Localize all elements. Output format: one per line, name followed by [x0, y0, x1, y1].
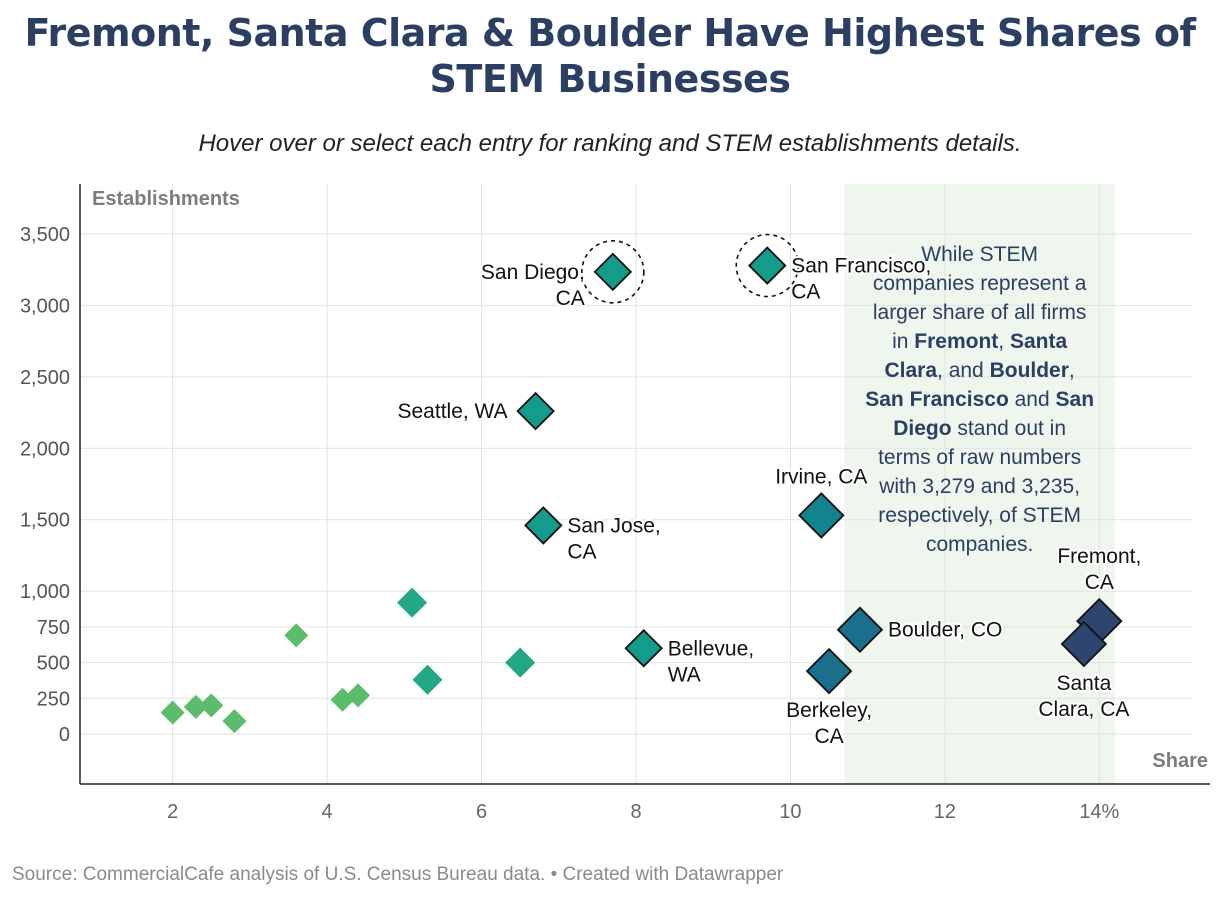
x-tick-label: 12: [934, 801, 956, 823]
point-label: Seattle, WA: [398, 400, 508, 423]
chart-subtitle: Hover over or select each entry for rank…: [198, 130, 1022, 157]
x-axis-title: Share: [1152, 750, 1208, 772]
annotation-segment: Santa: [1010, 330, 1068, 353]
annotation-line: San Francisco and San: [865, 388, 1094, 411]
annotation-line: with 3,279 and 3,235,: [878, 475, 1080, 498]
point-label: Boulder, CO: [888, 619, 1002, 642]
point[interactable]: [346, 683, 370, 708]
point-bellevue-wa[interactable]: [624, 629, 663, 668]
point-boulder-co[interactable]: [836, 606, 884, 653]
annotation-segment: respectively, of STEM: [878, 504, 1081, 527]
point-label: CA: [1085, 571, 1114, 594]
point-label: CA: [567, 540, 596, 563]
x-tick-label: 10: [779, 801, 801, 823]
annotation-segment: While STEM: [921, 243, 1038, 266]
annotation-segment: Boulder: [990, 359, 1069, 382]
point[interactable]: [199, 693, 224, 718]
annotation-segment: stand out in: [952, 417, 1066, 440]
point-santa-clara-ca[interactable]: [1060, 620, 1108, 668]
y-tick-label: 750: [37, 617, 70, 639]
chart-title-line-2: STEM Businesses: [429, 57, 791, 101]
point-irvine-ca[interactable]: [798, 492, 845, 539]
scatter-chart-svg: 2 4 6 8 10 12 14% 0 250 500 750 1,000 1,500 2,000 2,50…: [20, 184, 1210, 823]
annotation-segment: Fremont: [914, 330, 998, 353]
y-axis-title: Establishments: [92, 188, 240, 210]
highlight-circle: [735, 233, 800, 298]
point[interactable]: [505, 647, 536, 678]
point[interactable]: [412, 664, 443, 695]
point-label: CA: [791, 281, 820, 304]
annotation-line: respectively, of STEM: [878, 504, 1081, 527]
point-label: Clara, CA: [1038, 698, 1129, 721]
annotation-segment: ,: [1069, 359, 1075, 382]
y-tick-label: 2,000: [20, 438, 70, 460]
point-berkeley-ca[interactable]: [805, 647, 853, 695]
point[interactable]: [397, 587, 428, 618]
point-label: San Francisco,: [791, 255, 931, 278]
point-label: San Diego,: [481, 261, 585, 284]
point-label: San Jose,: [567, 514, 660, 537]
annotation-segment: and: [1009, 388, 1056, 411]
y-tick-label: 250: [37, 688, 70, 710]
annotation-segment: Diego: [893, 417, 951, 440]
y-tick-label: 1,500: [20, 510, 70, 532]
y-tick-label: 2,500: [20, 367, 70, 389]
highlight-band: [844, 184, 1115, 784]
source-note: Source: CommercialCafe analysis of U.S. …: [12, 864, 784, 885]
x-tick-label: 6: [476, 801, 487, 823]
annotation-segment: San: [1056, 388, 1095, 411]
point-label: Berkeley,: [786, 699, 872, 722]
point[interactable]: [183, 694, 208, 719]
annotation-line: terms of raw numbers: [878, 446, 1081, 469]
annotation-line: Clara, and Boulder,: [885, 359, 1075, 382]
point-seattle-wa[interactable]: [516, 391, 555, 431]
annotation-segment: companies represent a: [873, 272, 1087, 295]
annotation-segment: in: [892, 330, 914, 353]
highlight-circle: [581, 240, 645, 304]
point-label: Santa: [1056, 672, 1111, 695]
point[interactable]: [222, 709, 247, 734]
x-tick-label: 14%: [1079, 801, 1119, 823]
annotation-segment: Clara: [885, 359, 938, 382]
annotation-line: companies represent a: [873, 272, 1087, 295]
point-label: CA: [556, 287, 585, 310]
point-label: CA: [814, 725, 843, 748]
annotation-segment: with 3,279 and 3,235,: [878, 475, 1080, 498]
y-tick-label: 500: [37, 653, 70, 675]
point-label: Fremont,: [1057, 545, 1141, 568]
point-san-diego-ca[interactable]: [593, 252, 633, 292]
point-label: Irvine, CA: [775, 465, 867, 488]
annotation-segment: ,: [998, 330, 1010, 353]
x-tick-label: 8: [630, 801, 641, 823]
y-tick-label: 3,500: [20, 224, 70, 246]
annotation-line: in Fremont, Santa: [892, 330, 1067, 353]
x-tick-label: 2: [167, 801, 178, 823]
point-label: WA: [668, 663, 701, 686]
point-label: Bellevue,: [668, 637, 754, 660]
annotation-segment: terms of raw numbers: [878, 446, 1081, 469]
point-san-jose-ca[interactable]: [524, 506, 563, 545]
scatter-chart: 2 4 6 8 10 12 14% 0 250 500 750 1,000 1,500 2,000 2,50…: [0, 170, 1220, 840]
annotation-segment: larger share of all firms: [873, 301, 1087, 324]
y-tick-label: 1,000: [20, 581, 70, 603]
annotation-segment: companies.: [926, 533, 1033, 556]
x-tick-label: 4: [322, 801, 333, 823]
annotation-line: Diego stand out in: [893, 417, 1066, 440]
annotation-segment: , and: [937, 359, 990, 382]
point[interactable]: [284, 623, 309, 648]
y-tick-label: 3,000: [20, 295, 70, 317]
chart-title-line-1: Fremont, Santa Clara & Boulder Have High…: [24, 11, 1196, 55]
point-san-francisco-ca[interactable]: [748, 246, 787, 285]
chart-title: Fremont, Santa Clara & Boulder Have High…: [0, 10, 1220, 102]
annotation-line: companies.: [926, 533, 1033, 556]
annotation-line: While STEM: [921, 243, 1038, 266]
y-tick-label: 0: [59, 724, 70, 746]
annotation-line: larger share of all firms: [873, 301, 1087, 324]
point[interactable]: [160, 700, 185, 725]
annotation-segment: San Francisco: [865, 388, 1009, 411]
